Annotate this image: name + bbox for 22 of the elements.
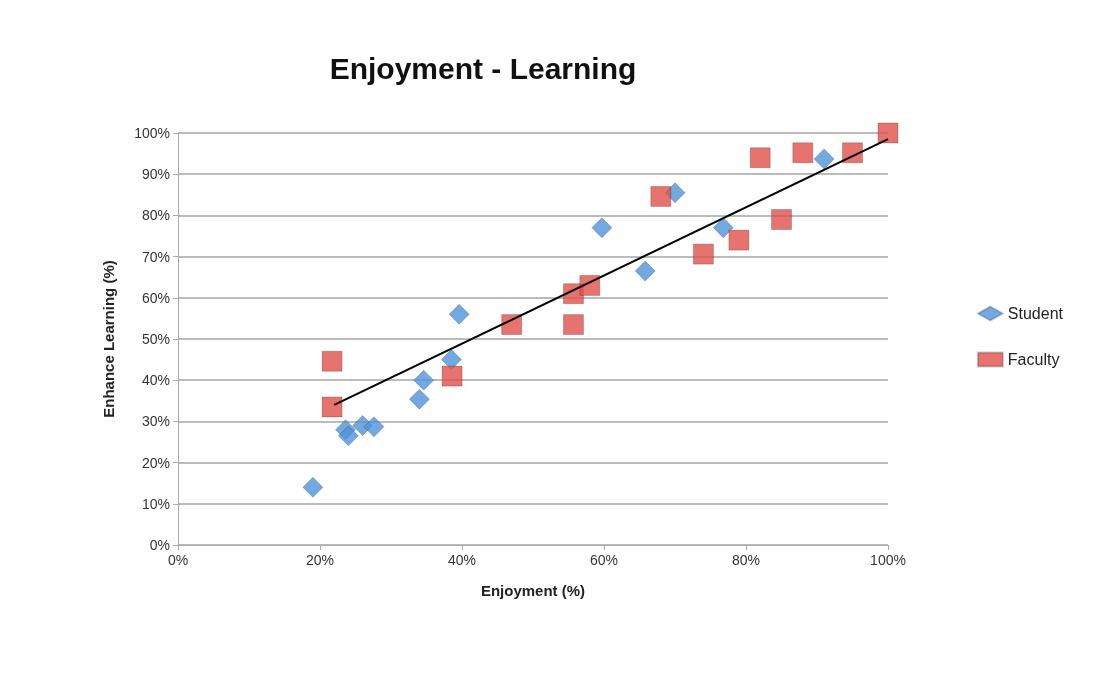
y-tick-label: 40% [141,372,170,389]
y-tick-label: 80% [141,207,170,224]
x-tick-label: 20% [305,552,335,568]
x-tick-label: 100% [870,552,906,568]
x-tick-label: 60% [589,552,619,568]
y-axis-title: Enhance Learning (%) [100,260,117,418]
y-tick-label: 70% [141,248,170,265]
legend-label: Student [1007,305,1064,322]
chart-title: Enjoyment - Learning [329,51,637,85]
x-tick-label: 0% [167,552,189,568]
y-tick-label: 50% [141,331,170,347]
y-tick-label: 0% [149,537,170,553]
y-tick-label: 100% [134,125,170,141]
y-tick-label: 20% [141,454,170,471]
y-tick-label: 90% [141,166,170,183]
legend-label: Faculty [1007,351,1060,368]
x-tick-label: 80% [731,552,761,568]
x-axis-title: Enjoyment (%) [480,582,586,599]
x-tick-label: 40% [447,552,477,568]
y-tick-label: 60% [141,289,170,306]
y-tick-label: 10% [141,495,170,512]
y-tick-label: 30% [141,413,170,430]
